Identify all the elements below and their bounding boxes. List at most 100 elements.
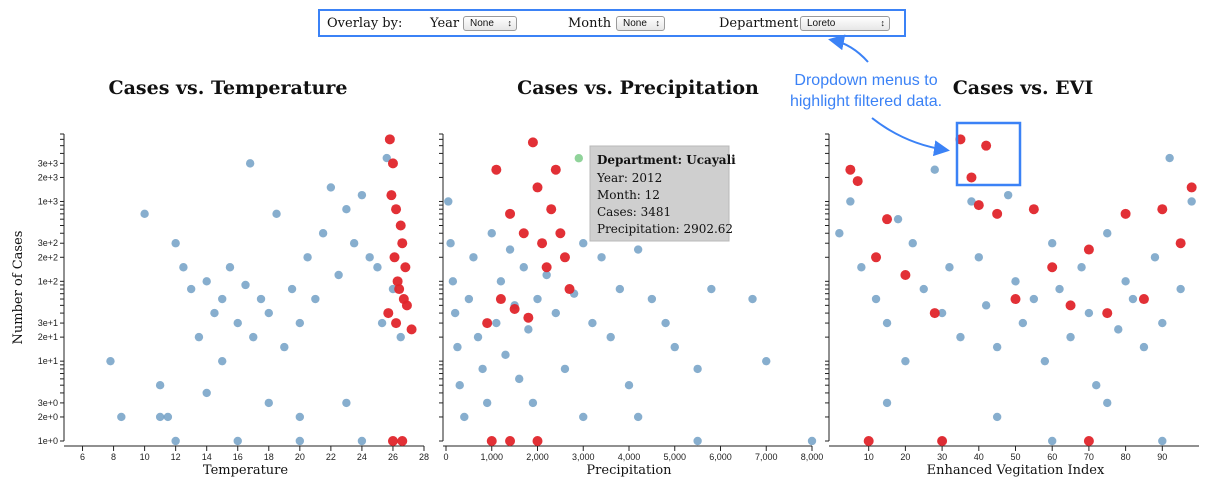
data-point[interactable]: [967, 197, 976, 206]
data-point[interactable]: [256, 294, 266, 304]
data-point[interactable]: [1003, 190, 1013, 200]
data-point[interactable]: [448, 277, 458, 286]
highlighted-point[interactable]: [523, 312, 534, 323]
highlighted-point[interactable]: [550, 164, 561, 175]
data-point[interactable]: [992, 412, 1002, 422]
highlighted-point[interactable]: [845, 164, 856, 175]
data-point[interactable]: [693, 436, 702, 446]
data-point[interactable]: [163, 412, 173, 422]
data-point[interactable]: [1158, 318, 1167, 328]
highlighted-point[interactable]: [527, 137, 538, 148]
data-point[interactable]: [937, 308, 947, 318]
data-point[interactable]: [171, 436, 180, 446]
data-point[interactable]: [357, 436, 367, 446]
highlighted-point[interactable]: [537, 238, 548, 249]
data-point[interactable]: [179, 263, 188, 272]
data-point[interactable]: [492, 318, 501, 328]
data-point[interactable]: [1176, 284, 1185, 294]
highlighted-point[interactable]: [871, 252, 882, 263]
data-point[interactable]: [155, 380, 165, 390]
data-point[interactable]: [202, 277, 211, 286]
data-point[interactable]: [106, 356, 115, 366]
highlighted-point[interactable]: [555, 228, 566, 239]
highlighted-point[interactable]: [981, 140, 992, 151]
data-point[interactable]: [1121, 277, 1130, 286]
highlighted-point[interactable]: [992, 208, 1003, 219]
highlighted-point[interactable]: [863, 436, 874, 446]
data-point[interactable]: [1158, 436, 1167, 446]
data-point[interactable]: [1077, 263, 1086, 272]
data-point[interactable]: [1048, 436, 1057, 446]
highlighted-point[interactable]: [1157, 204, 1168, 215]
data-point[interactable]: [245, 159, 255, 168]
data-point[interactable]: [464, 294, 474, 304]
hovered-point[interactable]: [574, 154, 583, 163]
data-point[interactable]: [460, 412, 469, 422]
highlighted-point[interactable]: [1028, 204, 1039, 215]
data-point[interactable]: [280, 342, 289, 352]
highlighted-point[interactable]: [1138, 294, 1149, 305]
highlighted-point[interactable]: [491, 164, 502, 175]
data-point[interactable]: [908, 239, 917, 248]
data-point[interactable]: [225, 263, 235, 272]
data-point[interactable]: [807, 436, 817, 446]
data-point[interactable]: [1150, 253, 1160, 262]
highlighted-point[interactable]: [387, 158, 398, 169]
data-point[interactable]: [857, 263, 866, 272]
data-point[interactable]: [357, 190, 367, 200]
data-point[interactable]: [981, 301, 991, 310]
highlighted-point[interactable]: [386, 190, 397, 201]
highlighted-point[interactable]: [929, 308, 940, 319]
data-point[interactable]: [117, 412, 126, 422]
highlighted-point[interactable]: [397, 238, 408, 249]
highlighted-point[interactable]: [389, 252, 400, 263]
data-point[interactable]: [606, 332, 615, 342]
data-point[interactable]: [579, 412, 588, 422]
data-point[interactable]: [519, 263, 528, 272]
data-point[interactable]: [1114, 325, 1123, 334]
data-point[interactable]: [241, 280, 250, 290]
data-point[interactable]: [661, 318, 670, 328]
data-point[interactable]: [762, 356, 771, 366]
month-select[interactable]: None ↕: [616, 16, 665, 31]
highlighted-point[interactable]: [559, 252, 570, 263]
data-point[interactable]: [342, 205, 351, 214]
data-point[interactable]: [444, 197, 453, 206]
data-point[interactable]: [155, 412, 165, 422]
data-point[interactable]: [318, 229, 328, 238]
data-point[interactable]: [295, 436, 305, 446]
data-point[interactable]: [287, 284, 297, 294]
highlighted-point[interactable]: [532, 436, 543, 446]
highlighted-point[interactable]: [900, 269, 911, 280]
data-point[interactable]: [455, 380, 464, 390]
highlighted-point[interactable]: [1010, 294, 1021, 305]
data-point[interactable]: [496, 277, 506, 286]
data-point[interactable]: [919, 284, 928, 294]
data-point[interactable]: [1139, 342, 1149, 352]
highlighted-point[interactable]: [482, 318, 493, 329]
data-point[interactable]: [542, 270, 551, 280]
data-point[interactable]: [453, 342, 462, 352]
highlighted-point[interactable]: [966, 172, 977, 183]
data-point[interactable]: [533, 294, 542, 304]
highlighted-point[interactable]: [505, 208, 516, 219]
highlighted-point[interactable]: [882, 214, 893, 225]
data-point[interactable]: [882, 318, 892, 328]
data-point[interactable]: [264, 308, 273, 318]
data-point[interactable]: [342, 398, 351, 408]
data-point[interactable]: [1011, 277, 1020, 286]
data-point[interactable]: [487, 229, 496, 238]
data-point[interactable]: [974, 253, 983, 262]
data-point[interactable]: [202, 388, 211, 398]
highlighted-point[interactable]: [387, 436, 398, 446]
highlighted-point[interactable]: [392, 276, 403, 287]
highlighted-point[interactable]: [383, 308, 394, 319]
highlighted-point[interactable]: [509, 304, 520, 315]
data-point[interactable]: [901, 356, 910, 366]
data-point[interactable]: [1187, 197, 1196, 206]
data-point[interactable]: [1040, 356, 1050, 366]
data-point[interactable]: [1165, 153, 1174, 163]
data-point[interactable]: [171, 239, 180, 248]
data-point[interactable]: [295, 412, 305, 422]
highlighted-point[interactable]: [486, 436, 497, 446]
